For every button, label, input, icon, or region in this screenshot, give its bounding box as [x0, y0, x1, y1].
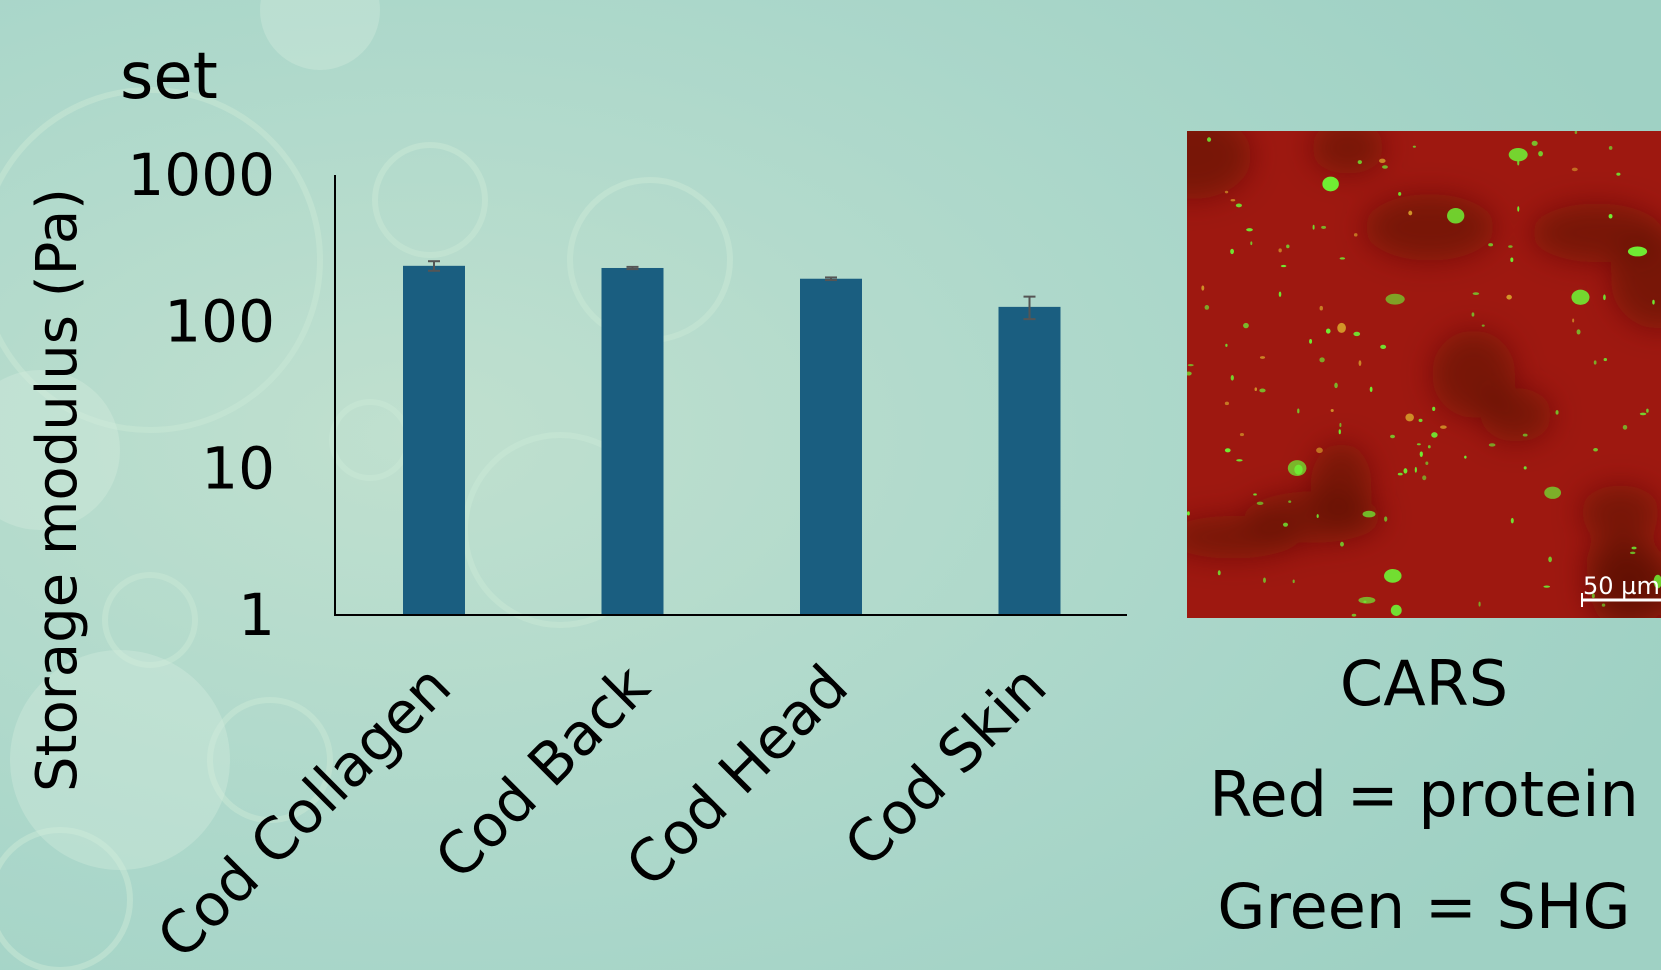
chart-title: set: [120, 40, 218, 114]
error-bar: [825, 276, 837, 282]
bar: [601, 267, 664, 615]
y-tick-label: 100: [164, 288, 275, 356]
scale-bar-label: 50 µm: [1583, 572, 1660, 600]
bar: [998, 306, 1061, 615]
bar-series: [403, 265, 1061, 615]
method-caption: CARS: [1339, 647, 1509, 720]
error-bar: [1023, 295, 1036, 321]
green-legend-caption: Green = SHG: [1217, 870, 1631, 943]
error-bars: [428, 260, 1036, 321]
bar: [800, 278, 862, 615]
error-bar: [626, 265, 639, 271]
y-tick-labels: 1000 100 10 1: [127, 141, 275, 649]
x-tick-label: Cod Skin: [831, 652, 1059, 880]
error-bar: [428, 260, 440, 272]
x-tick-label: Cod Collagen: [144, 652, 464, 970]
cars-micrograph: 50 µm: [1187, 131, 1661, 618]
y-axis-label: Storage modulus (Pa): [25, 188, 90, 792]
y-tick-label: 10: [201, 434, 275, 502]
y-tick-label: 1: [238, 581, 275, 649]
y-tick-label: 1000: [127, 141, 275, 209]
bar: [403, 265, 465, 615]
red-legend-caption: Red = protein: [1209, 758, 1639, 831]
